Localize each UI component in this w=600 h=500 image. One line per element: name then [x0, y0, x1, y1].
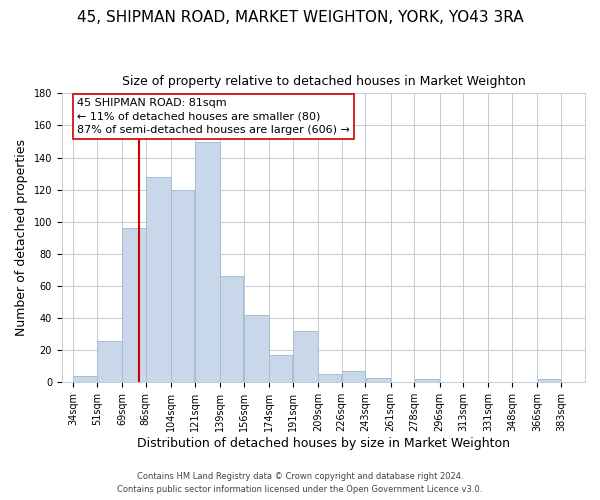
Text: Contains HM Land Registry data © Crown copyright and database right 2024.
Contai: Contains HM Land Registry data © Crown c…	[118, 472, 482, 494]
Bar	[171, 190, 194, 382]
Bar	[538, 379, 561, 382]
Bar	[415, 379, 439, 382]
Bar	[97, 340, 122, 382]
Bar	[365, 378, 391, 382]
Title: Size of property relative to detached houses in Market Weighton: Size of property relative to detached ho…	[122, 75, 525, 88]
Text: 45 SHIPMAN ROAD: 81sqm
← 11% of detached houses are smaller (80)
87% of semi-det: 45 SHIPMAN ROAD: 81sqm ← 11% of detached…	[77, 98, 350, 134]
Text: 45, SHIPMAN ROAD, MARKET WEIGHTON, YORK, YO43 3RA: 45, SHIPMAN ROAD, MARKET WEIGHTON, YORK,…	[77, 10, 523, 25]
Bar	[293, 331, 317, 382]
Bar	[122, 228, 146, 382]
X-axis label: Distribution of detached houses by size in Market Weighton: Distribution of detached houses by size …	[137, 437, 510, 450]
Bar	[342, 371, 365, 382]
Bar	[269, 355, 292, 382]
Bar	[244, 315, 269, 382]
Bar	[195, 142, 220, 382]
Y-axis label: Number of detached properties: Number of detached properties	[15, 140, 28, 336]
Bar	[146, 177, 170, 382]
Bar	[318, 374, 341, 382]
Bar	[73, 376, 97, 382]
Bar	[220, 276, 244, 382]
